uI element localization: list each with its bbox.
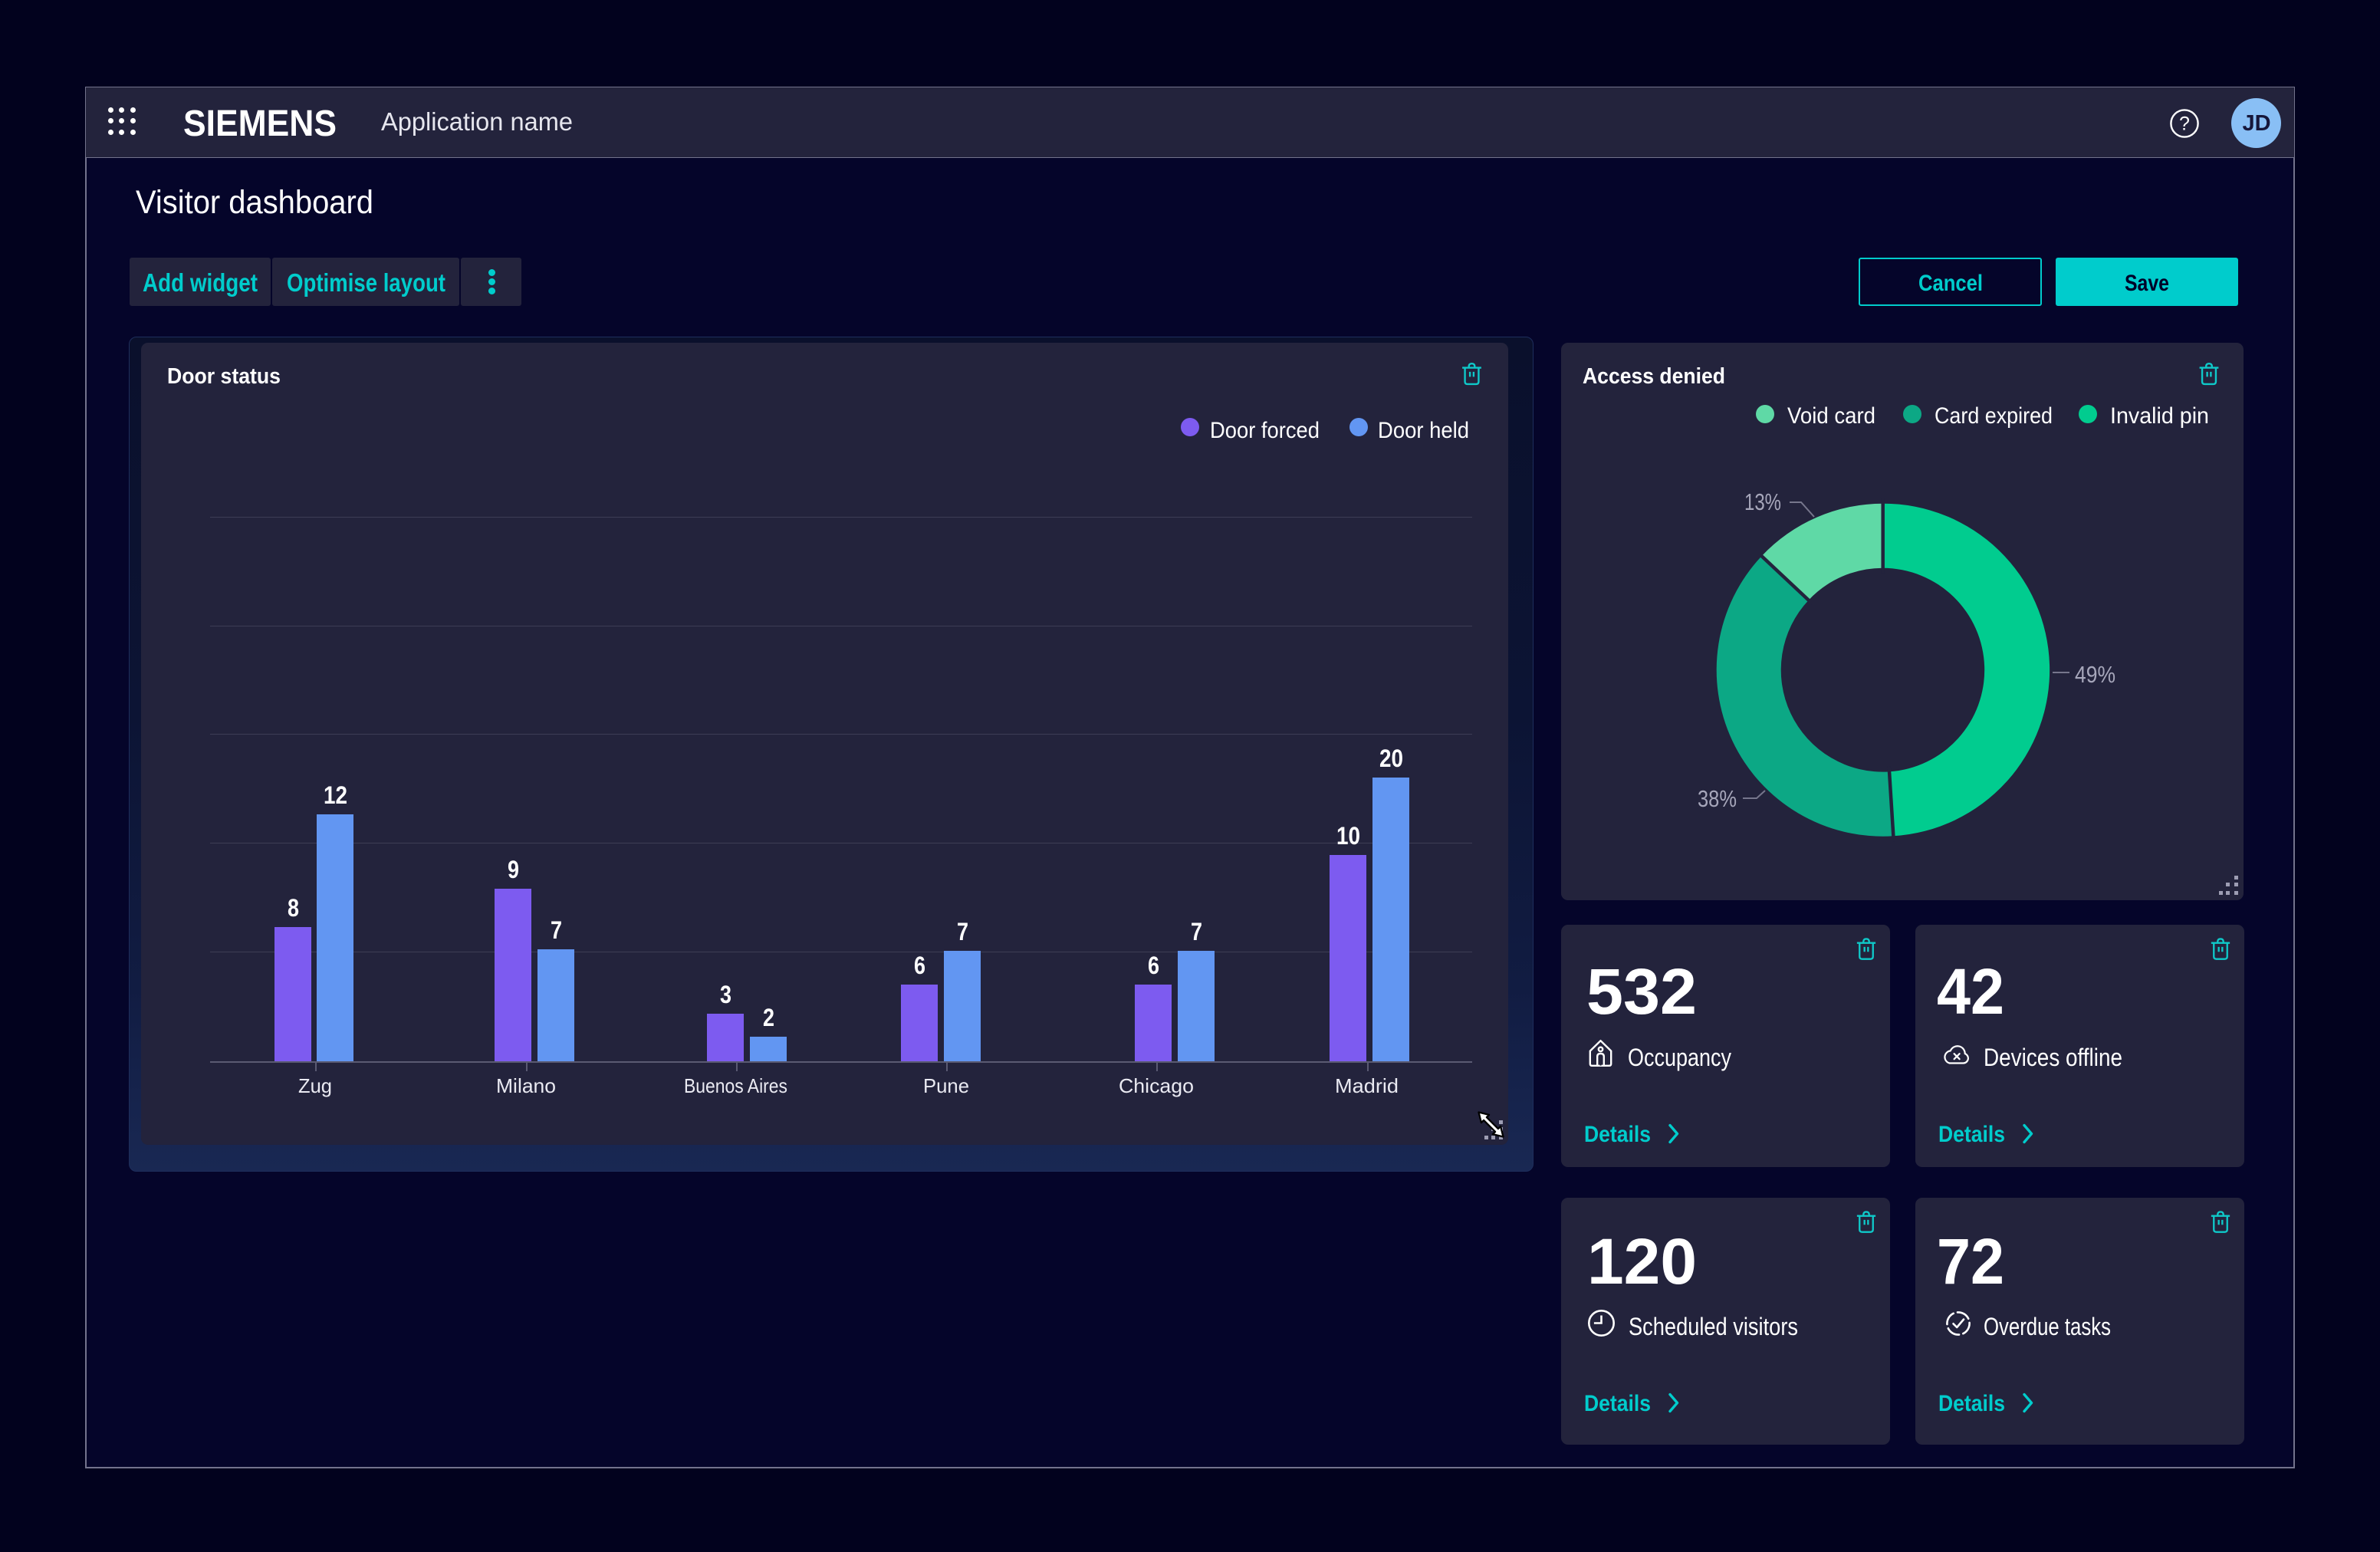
svg-text:38%: 38% bbox=[1698, 785, 1737, 812]
svg-text:12: 12 bbox=[324, 781, 347, 809]
svg-text:JD: JD bbox=[2242, 111, 2270, 136]
svg-text:7: 7 bbox=[957, 918, 968, 945]
svg-text:Overdue tasks: Overdue tasks bbox=[1984, 1313, 2111, 1340]
svg-text:Details: Details bbox=[1938, 1391, 2005, 1416]
svg-text:532: 532 bbox=[1586, 955, 1697, 1028]
svg-text:Door forced: Door forced bbox=[1210, 418, 1320, 443]
svg-text:Visitor dashboard: Visitor dashboard bbox=[136, 184, 373, 221]
svg-text:13%: 13% bbox=[1744, 488, 1781, 515]
svg-text:Buenos Aires: Buenos Aires bbox=[684, 1074, 787, 1097]
svg-text:72: 72 bbox=[1937, 1225, 2004, 1297]
svg-text:Door held: Door held bbox=[1378, 418, 1469, 443]
svg-text:6: 6 bbox=[1148, 952, 1159, 979]
svg-text:Zug: Zug bbox=[298, 1074, 332, 1097]
svg-text:Add widget: Add widget bbox=[143, 268, 258, 297]
svg-text:2: 2 bbox=[763, 1004, 774, 1031]
svg-text:SIEMENS: SIEMENS bbox=[183, 104, 337, 144]
svg-text:10: 10 bbox=[1336, 822, 1360, 850]
svg-text:Milano: Milano bbox=[496, 1074, 556, 1097]
svg-text:Invalid pin: Invalid pin bbox=[2110, 403, 2209, 429]
svg-text:42: 42 bbox=[1937, 955, 2004, 1028]
svg-text:8: 8 bbox=[288, 894, 299, 922]
svg-text:Madrid: Madrid bbox=[1335, 1074, 1399, 1097]
svg-text:Void card: Void card bbox=[1787, 403, 1875, 429]
svg-text:Save: Save bbox=[2125, 271, 2169, 296]
svg-text:Details: Details bbox=[1938, 1122, 2005, 1147]
svg-text:Devices offline: Devices offline bbox=[1984, 1044, 2122, 1071]
svg-text:Access denied: Access denied bbox=[1583, 364, 1725, 389]
svg-text:Optimise layout: Optimise layout bbox=[287, 268, 445, 297]
svg-text:Application name: Application name bbox=[381, 107, 573, 136]
svg-text:Cancel: Cancel bbox=[1918, 271, 1983, 296]
svg-text:6: 6 bbox=[914, 952, 925, 979]
svg-text:7: 7 bbox=[1191, 918, 1202, 945]
svg-text:7: 7 bbox=[551, 916, 562, 944]
svg-text:Details: Details bbox=[1584, 1122, 1651, 1147]
svg-text:?: ? bbox=[2179, 113, 2190, 135]
svg-text:49%: 49% bbox=[2075, 661, 2115, 688]
svg-text:120: 120 bbox=[1587, 1225, 1697, 1297]
svg-text:9: 9 bbox=[508, 856, 519, 883]
svg-text:Scheduled visitors: Scheduled visitors bbox=[1629, 1313, 1798, 1340]
svg-text:Chicago: Chicago bbox=[1119, 1074, 1194, 1097]
svg-text:Pune: Pune bbox=[923, 1074, 969, 1097]
svg-text:3: 3 bbox=[720, 981, 731, 1008]
svg-text:Card expired: Card expired bbox=[1935, 403, 2053, 429]
svg-text:Occupancy: Occupancy bbox=[1628, 1044, 1731, 1071]
svg-text:Details: Details bbox=[1584, 1391, 1651, 1416]
svg-text:Door status: Door status bbox=[167, 364, 281, 389]
svg-text:20: 20 bbox=[1379, 745, 1403, 772]
